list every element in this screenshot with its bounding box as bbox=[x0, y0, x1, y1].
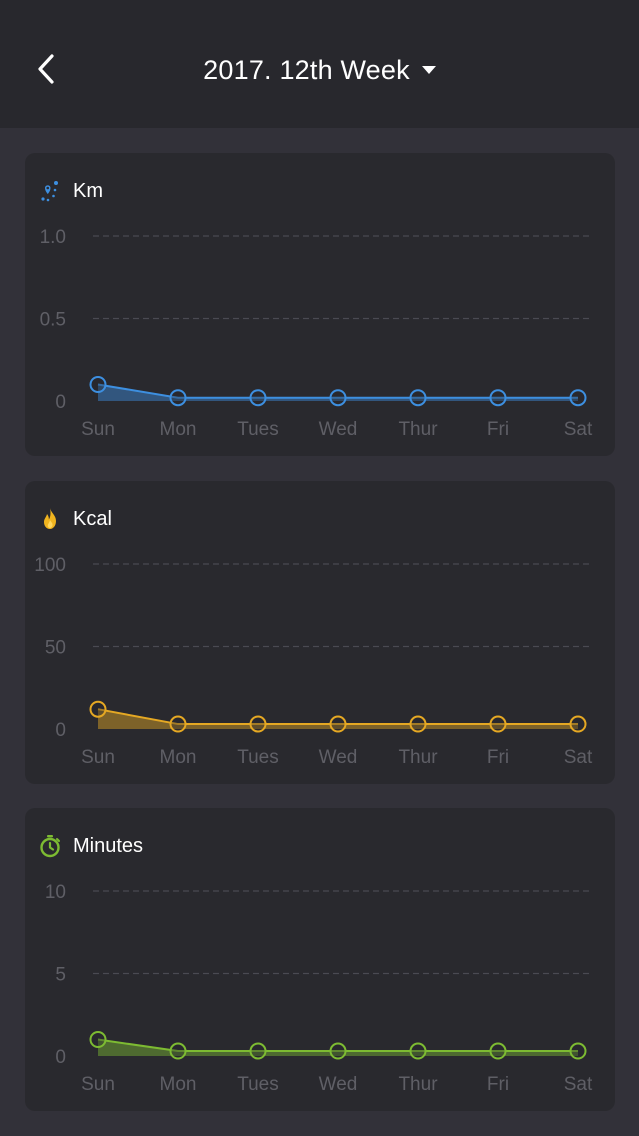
caret-down-icon bbox=[421, 66, 436, 74]
series-line bbox=[97, 1038, 578, 1053]
series-line bbox=[97, 708, 578, 726]
y-tick-label: 0 bbox=[55, 1047, 66, 1068]
data-point-fri[interactable] bbox=[489, 715, 507, 733]
data-point-sat[interactable] bbox=[569, 389, 587, 407]
kcal-card-title: Kcal bbox=[37, 505, 112, 533]
data-point-sat[interactable] bbox=[569, 1042, 587, 1060]
minutes-chart-card: 10 5 0 Sun Mon Tues Wed Thur Fri Sat Minutes bbox=[25, 808, 615, 1111]
y-tick-label: 5 bbox=[55, 965, 66, 986]
data-point-mon[interactable] bbox=[169, 1042, 187, 1060]
kcal-chart-card: 100 50 0 Sun Mon Tues Wed Thur Fri Sat Kcal bbox=[25, 481, 615, 784]
x-tick-label: Thur bbox=[398, 747, 438, 768]
data-point-sun[interactable] bbox=[89, 376, 107, 393]
x-tick-label: Thur bbox=[398, 1074, 438, 1095]
data-point-tues[interactable] bbox=[249, 715, 267, 733]
x-tick-label: Wed bbox=[319, 747, 358, 768]
x-tick-label: Tues bbox=[237, 747, 279, 768]
kcal-chart: 100 50 0 Sun Mon Tues Wed Thur Fri Sat bbox=[34, 555, 593, 768]
data-point-wed[interactable] bbox=[329, 715, 347, 733]
km-title: Km bbox=[73, 179, 103, 202]
y-tick-label: 0.5 bbox=[40, 310, 66, 331]
km-chart: 1.0 0.5 0 Sun Mon Tues Wed Thur Fri Sat bbox=[40, 227, 593, 440]
week-label: 2017. 12th Week bbox=[203, 54, 410, 85]
flame-icon bbox=[37, 506, 63, 532]
data-point-sun[interactable] bbox=[89, 700, 107, 718]
x-tick-label: Sun bbox=[81, 419, 115, 440]
data-point-sat[interactable] bbox=[569, 715, 587, 733]
y-tick-label: 0 bbox=[55, 392, 66, 413]
data-point-wed[interactable] bbox=[329, 1042, 347, 1060]
data-point-fri[interactable] bbox=[489, 389, 507, 407]
y-tick-label: 50 bbox=[45, 638, 66, 659]
top-bar: 2017. 12th Week bbox=[0, 0, 639, 128]
x-tick-label: Sat bbox=[564, 419, 593, 440]
week-selector[interactable]: 2017. 12th Week bbox=[0, 48, 639, 92]
data-point-fri[interactable] bbox=[489, 1042, 507, 1060]
x-tick-label: Fri bbox=[487, 419, 509, 440]
data-point-thur[interactable] bbox=[409, 389, 427, 407]
x-tick-label: Sun bbox=[81, 1074, 115, 1095]
y-tick-label: 0 bbox=[55, 720, 66, 741]
data-point-tues[interactable] bbox=[249, 1042, 267, 1060]
km-card-title: Km bbox=[37, 177, 103, 205]
stopwatch-icon bbox=[37, 833, 63, 859]
data-point-mon[interactable] bbox=[169, 389, 187, 407]
x-tick-label: Mon bbox=[160, 747, 197, 768]
x-tick-label: Fri bbox=[487, 1074, 509, 1095]
series-line bbox=[97, 383, 578, 399]
x-tick-label: Fri bbox=[487, 747, 509, 768]
data-point-sun[interactable] bbox=[89, 1031, 107, 1048]
km-chart-card: 1.0 0.5 0 Sun Mon Tues Wed Thur Fri Sat Km bbox=[25, 153, 615, 456]
y-tick-label: 100 bbox=[34, 555, 66, 576]
kcal-title: Kcal bbox=[73, 507, 112, 530]
x-tick-label: Tues bbox=[237, 419, 279, 440]
chevron-left-icon bbox=[38, 54, 54, 84]
x-tick-label: Mon bbox=[160, 1074, 197, 1095]
back-button[interactable] bbox=[26, 46, 66, 92]
data-point-mon[interactable] bbox=[169, 715, 187, 733]
x-tick-label: Thur bbox=[398, 419, 438, 440]
x-tick-label: Wed bbox=[319, 1074, 358, 1095]
x-tick-label: Sat bbox=[564, 747, 593, 768]
data-point-tues[interactable] bbox=[249, 389, 267, 407]
x-tick-label: Sun bbox=[81, 747, 115, 768]
minutes-chart: 10 5 0 Sun Mon Tues Wed Thur Fri Sat bbox=[45, 882, 593, 1095]
minutes-title: Minutes bbox=[73, 834, 144, 857]
x-tick-label: Tues bbox=[237, 1074, 279, 1095]
y-tick-label: 1.0 bbox=[40, 227, 66, 248]
minutes-card-title: Minutes bbox=[37, 832, 143, 860]
route-pin-icon bbox=[37, 178, 63, 204]
y-tick-label: 10 bbox=[45, 882, 66, 903]
x-tick-label: Mon bbox=[160, 419, 197, 440]
x-tick-label: Wed bbox=[319, 419, 358, 440]
data-point-thur[interactable] bbox=[409, 1042, 427, 1060]
data-point-wed[interactable] bbox=[329, 389, 347, 407]
x-tick-label: Sat bbox=[564, 1074, 593, 1095]
data-point-thur[interactable] bbox=[409, 715, 427, 733]
